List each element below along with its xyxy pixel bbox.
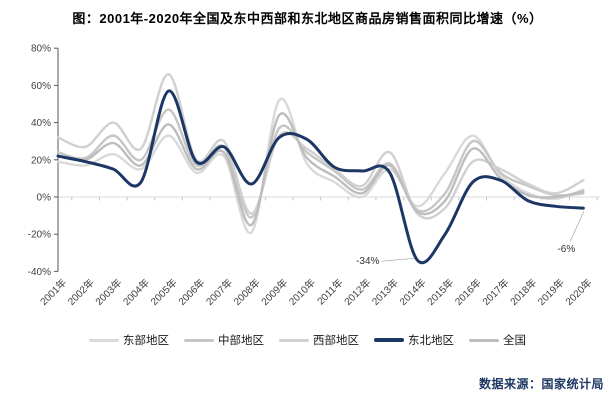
annotation-value-label: -6% xyxy=(557,244,575,255)
x-axis-label: 2016年 xyxy=(452,276,484,308)
x-axis-label: 2005年 xyxy=(148,276,180,308)
y-axis-tick-label: 20% xyxy=(31,155,51,166)
legend-label-northeast: 东北地区 xyxy=(408,335,454,347)
legend-label-west: 西部地区 xyxy=(313,335,359,347)
annotation-leader-line xyxy=(569,210,585,242)
x-axis-label: 2013年 xyxy=(369,276,401,308)
x-axis-label: 2006年 xyxy=(175,276,207,308)
x-axis-label: 2010年 xyxy=(286,276,318,308)
chart-title: 图：2001年-2020年全国及东中西部和东北地区商品房销售面积同比增速（%） xyxy=(72,11,543,26)
x-axis-label: 2011年 xyxy=(314,276,345,307)
legend-item-central: 中部地区 xyxy=(184,332,264,348)
x-axis-label: 2018年 xyxy=(507,276,539,308)
data-source-label: 数据来源：国家统计局 xyxy=(478,377,604,391)
y-axis-tick-label: 80% xyxy=(31,44,51,55)
x-axis-label: 2012年 xyxy=(341,276,373,308)
y-axis-tick-label: 0% xyxy=(37,193,52,204)
legend-label-central: 中部地区 xyxy=(218,335,264,347)
annotation-leader-line xyxy=(381,257,415,262)
y-axis-tick-label: -40% xyxy=(28,267,51,278)
chart-legend: 东部地区 中部地区 西部地区 东北地区 全国 xyxy=(0,332,615,348)
x-axis-label: 2003年 xyxy=(92,276,124,308)
legend-label-national: 全国 xyxy=(503,335,526,347)
legend-swatch-national xyxy=(469,338,499,342)
x-axis-label: 2004年 xyxy=(120,276,152,308)
x-axis-label: 2020年 xyxy=(562,276,594,308)
series-line-northeast xyxy=(56,89,585,265)
y-axis-tick-label: 60% xyxy=(31,81,51,92)
x-axis-label: 2017年 xyxy=(480,276,512,308)
legend-swatch-northeast xyxy=(374,338,404,342)
x-axis-label: 2014年 xyxy=(397,276,429,308)
x-axis-label: 2009年 xyxy=(258,276,290,308)
x-axis-label: 2002年 xyxy=(65,276,97,308)
legend-swatch-west xyxy=(279,338,309,342)
legend-swatch-central xyxy=(184,338,214,342)
series-line-central xyxy=(56,108,585,219)
x-axis-label: 2001年 xyxy=(37,276,69,308)
x-axis-label: 2008年 xyxy=(231,276,263,308)
legend-item-east: 东部地区 xyxy=(89,332,169,348)
x-axis-label: 2015年 xyxy=(424,276,456,308)
x-axis-label: 2019年 xyxy=(535,276,567,308)
series-line-west xyxy=(56,73,585,220)
y-axis-tick-label: 40% xyxy=(31,118,51,129)
legend-swatch-east xyxy=(89,338,119,342)
legend-item-northeast: 东北地区 xyxy=(374,332,454,348)
annotation-value-label: -34% xyxy=(356,256,379,267)
legend-item-national: 全国 xyxy=(469,332,526,348)
y-axis-tick-label: -20% xyxy=(28,230,51,241)
legend-label-east: 东部地区 xyxy=(123,335,169,347)
legend-item-west: 西部地区 xyxy=(279,332,359,348)
series-line-national xyxy=(56,112,585,227)
x-axis-label: 2007年 xyxy=(203,276,235,308)
